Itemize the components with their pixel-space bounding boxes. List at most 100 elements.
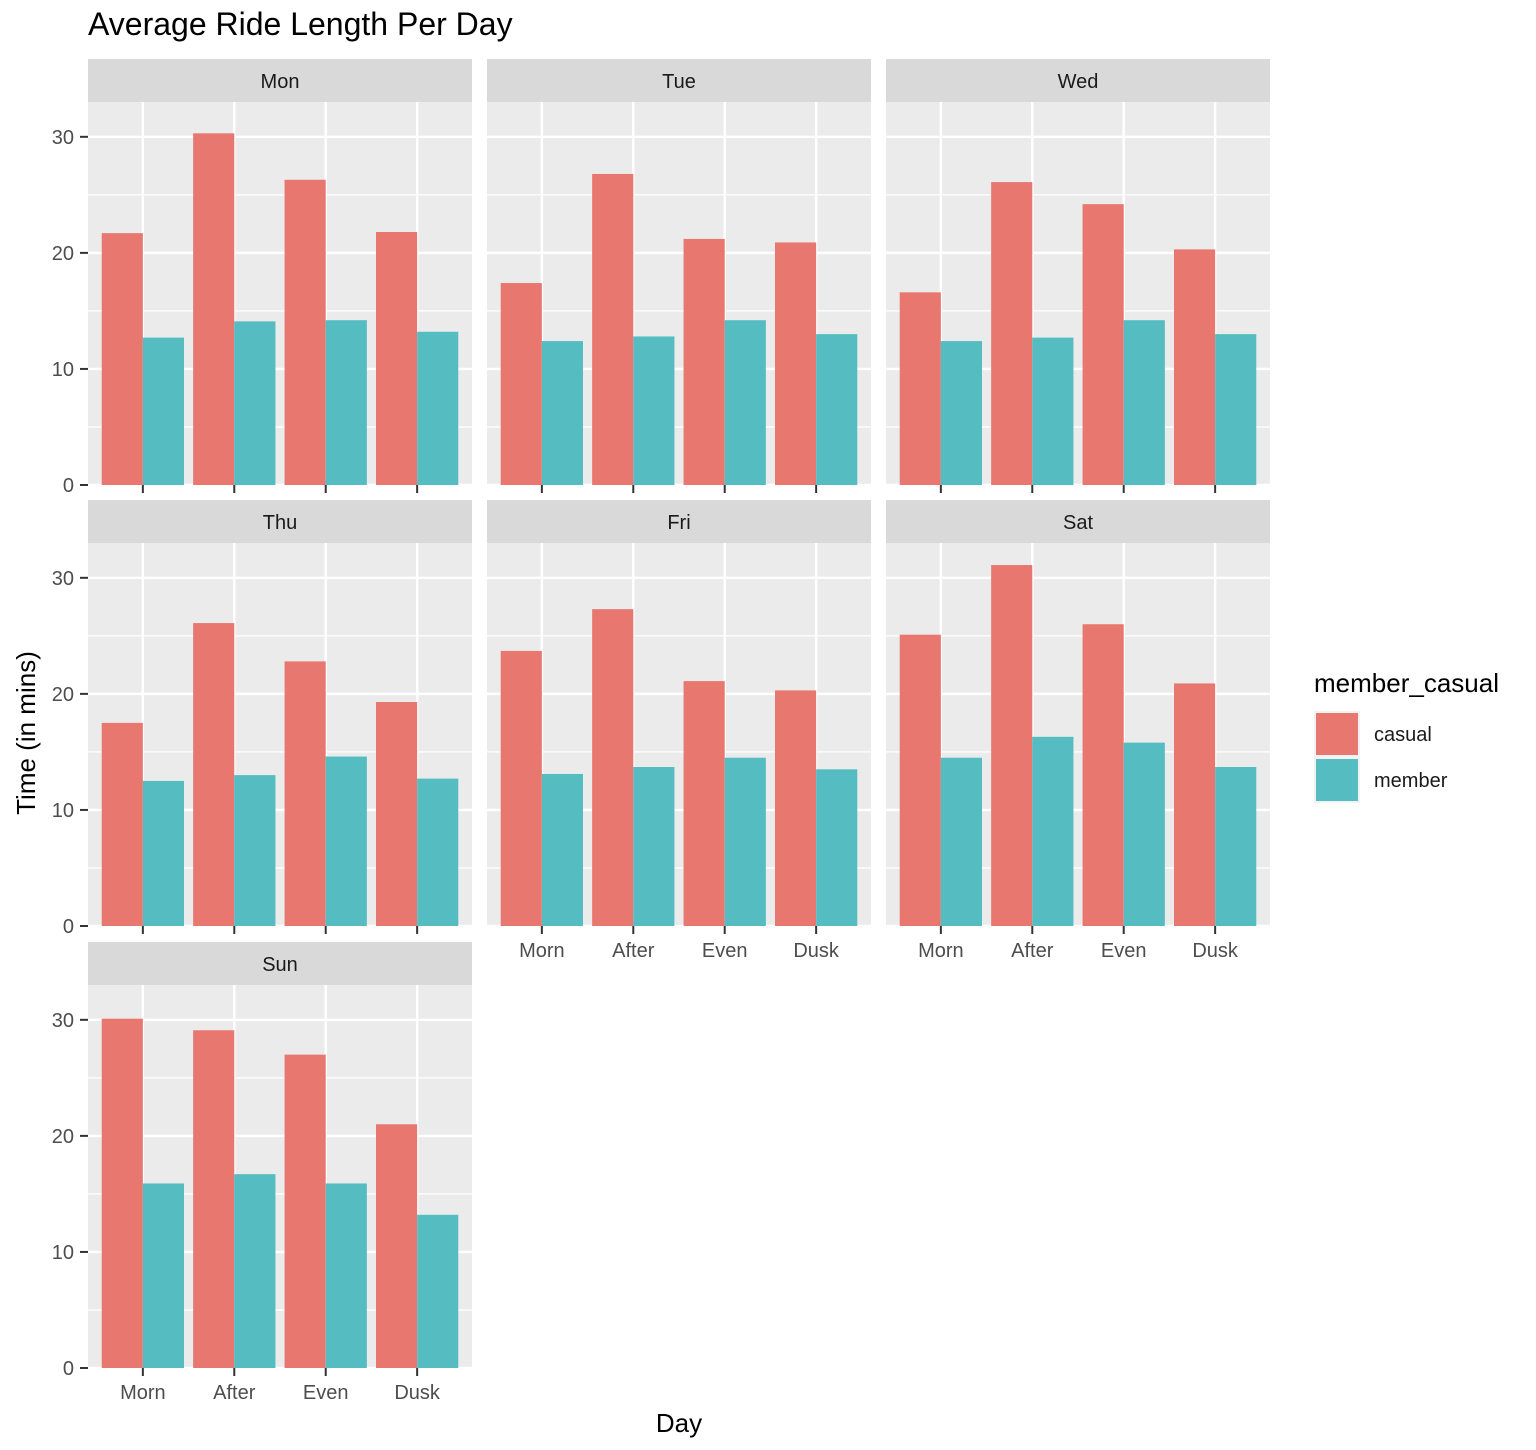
bar-casual-morn [500,650,542,926]
bar-member-after [234,321,276,485]
y-tick-label: 0 [63,916,74,938]
bar-member-morn [940,757,982,926]
x-tick-label: After [213,1382,256,1404]
x-tick-label: Even [1101,940,1147,962]
y-tick-label: 0 [63,475,74,497]
bar-casual-morn [101,1018,143,1368]
facet-strip-label: Thu [263,512,297,534]
bar-casual-after [193,133,235,485]
bar-casual-even [683,681,725,926]
bar-casual-after [991,182,1033,485]
bar-member-even [325,1183,367,1368]
bar-casual-dusk [1174,683,1216,926]
bar-member-even [1123,742,1165,926]
facet-panel-thu: Thu 0 10 20 30 [52,500,472,938]
legend-label-casual: casual [1374,724,1432,746]
bar-casual-after [991,565,1033,926]
bar-casual-morn [101,722,143,926]
bar-member-dusk [417,778,459,926]
x-tick-label: After [1011,940,1054,962]
facet-panels: Mon 0 10 20 30 Tue Wed Thu 0 10 20 30 Fri Morn After Ev… [52,59,1270,1404]
bar-casual-even [284,179,326,485]
facet-strip-label: Mon [261,71,300,93]
bar-member-dusk [417,331,459,485]
facet-panel-wed: Wed [886,59,1270,493]
bar-casual-even [683,238,725,485]
bar-member-even [1123,320,1165,485]
bar-casual-dusk [376,231,418,485]
bar-member-dusk [816,769,858,926]
facet-strip [88,942,472,985]
bar-member-after [633,766,675,926]
facet-strip [487,59,871,102]
y-tick-label: 20 [52,684,74,706]
y-tick-label: 30 [52,568,74,590]
bar-member-dusk [816,334,858,485]
x-tick-label: Morn [918,940,964,962]
x-tick-label: Even [702,940,748,962]
bar-casual-dusk [775,242,817,485]
facet-strip-label: Fri [667,512,690,534]
bar-casual-even [1082,204,1124,485]
bar-member-morn [541,773,583,926]
bar-member-even [325,320,367,485]
facet-panel-sat: Sat Morn After Even Dusk [886,500,1270,962]
x-tick-label: Morn [519,940,565,962]
bar-member-after [234,1174,276,1368]
facet-strip [88,59,472,102]
facet-strip-label: Wed [1058,71,1099,93]
y-axis-title: Time (in mins) [11,651,41,815]
bar-casual-dusk [376,1124,418,1368]
bar-member-dusk [1215,766,1257,926]
y-tick-label: 20 [52,243,74,265]
x-tick-label: Dusk [1192,940,1239,962]
bar-member-after [1032,736,1074,926]
x-tick-label: Morn [120,1382,166,1404]
bar-casual-after [592,173,634,485]
facet-strip [487,500,871,543]
bar-casual-morn [899,634,941,926]
facet-panel-mon: Mon 0 10 20 30 [52,59,472,497]
bar-casual-morn [899,292,941,485]
legend: member_casual casual member [1314,668,1499,803]
bar-member-dusk [1215,334,1257,485]
x-axis-title: Day [656,1408,702,1438]
x-tick-label: After [612,940,655,962]
bar-casual-after [193,623,235,926]
bar-member-after [234,775,276,926]
y-tick-label: 0 [63,1358,74,1380]
legend-title: member_casual [1314,668,1499,698]
facet-panel-tue: Tue [487,59,871,493]
facet-strip [88,500,472,543]
y-tick-label: 30 [52,127,74,149]
facet-strip-label: Sun [262,954,298,976]
bar-member-dusk [417,1214,459,1368]
x-tick-label: Even [303,1382,349,1404]
bar-casual-after [193,1030,235,1368]
legend-label-member: member [1374,770,1448,792]
bar-member-even [325,756,367,926]
bar-member-morn [142,337,184,485]
facet-strip-label: Tue [662,71,696,93]
y-tick-label: 10 [52,800,74,822]
bar-member-after [1032,337,1074,485]
chart-title: Average Ride Length Per Day [88,6,513,42]
bar-casual-even [284,661,326,926]
bar-casual-dusk [376,702,418,926]
bar-casual-after [592,609,634,926]
facet-strip [886,59,1270,102]
y-tick-label: 10 [52,1242,74,1264]
bar-member-morn [142,780,184,926]
bar-member-morn [541,341,583,485]
y-tick-label: 20 [52,1126,74,1148]
x-tick-label: Dusk [394,1382,441,1404]
bar-casual-dusk [775,690,817,926]
bar-member-even [724,320,766,485]
legend-key-member [1316,759,1358,801]
facet-strip [886,500,1270,543]
bar-member-even [724,757,766,926]
facet-panel-fri: Fri Morn After Even Dusk [487,500,871,962]
bar-member-after [633,336,675,485]
bar-casual-morn [101,233,143,485]
